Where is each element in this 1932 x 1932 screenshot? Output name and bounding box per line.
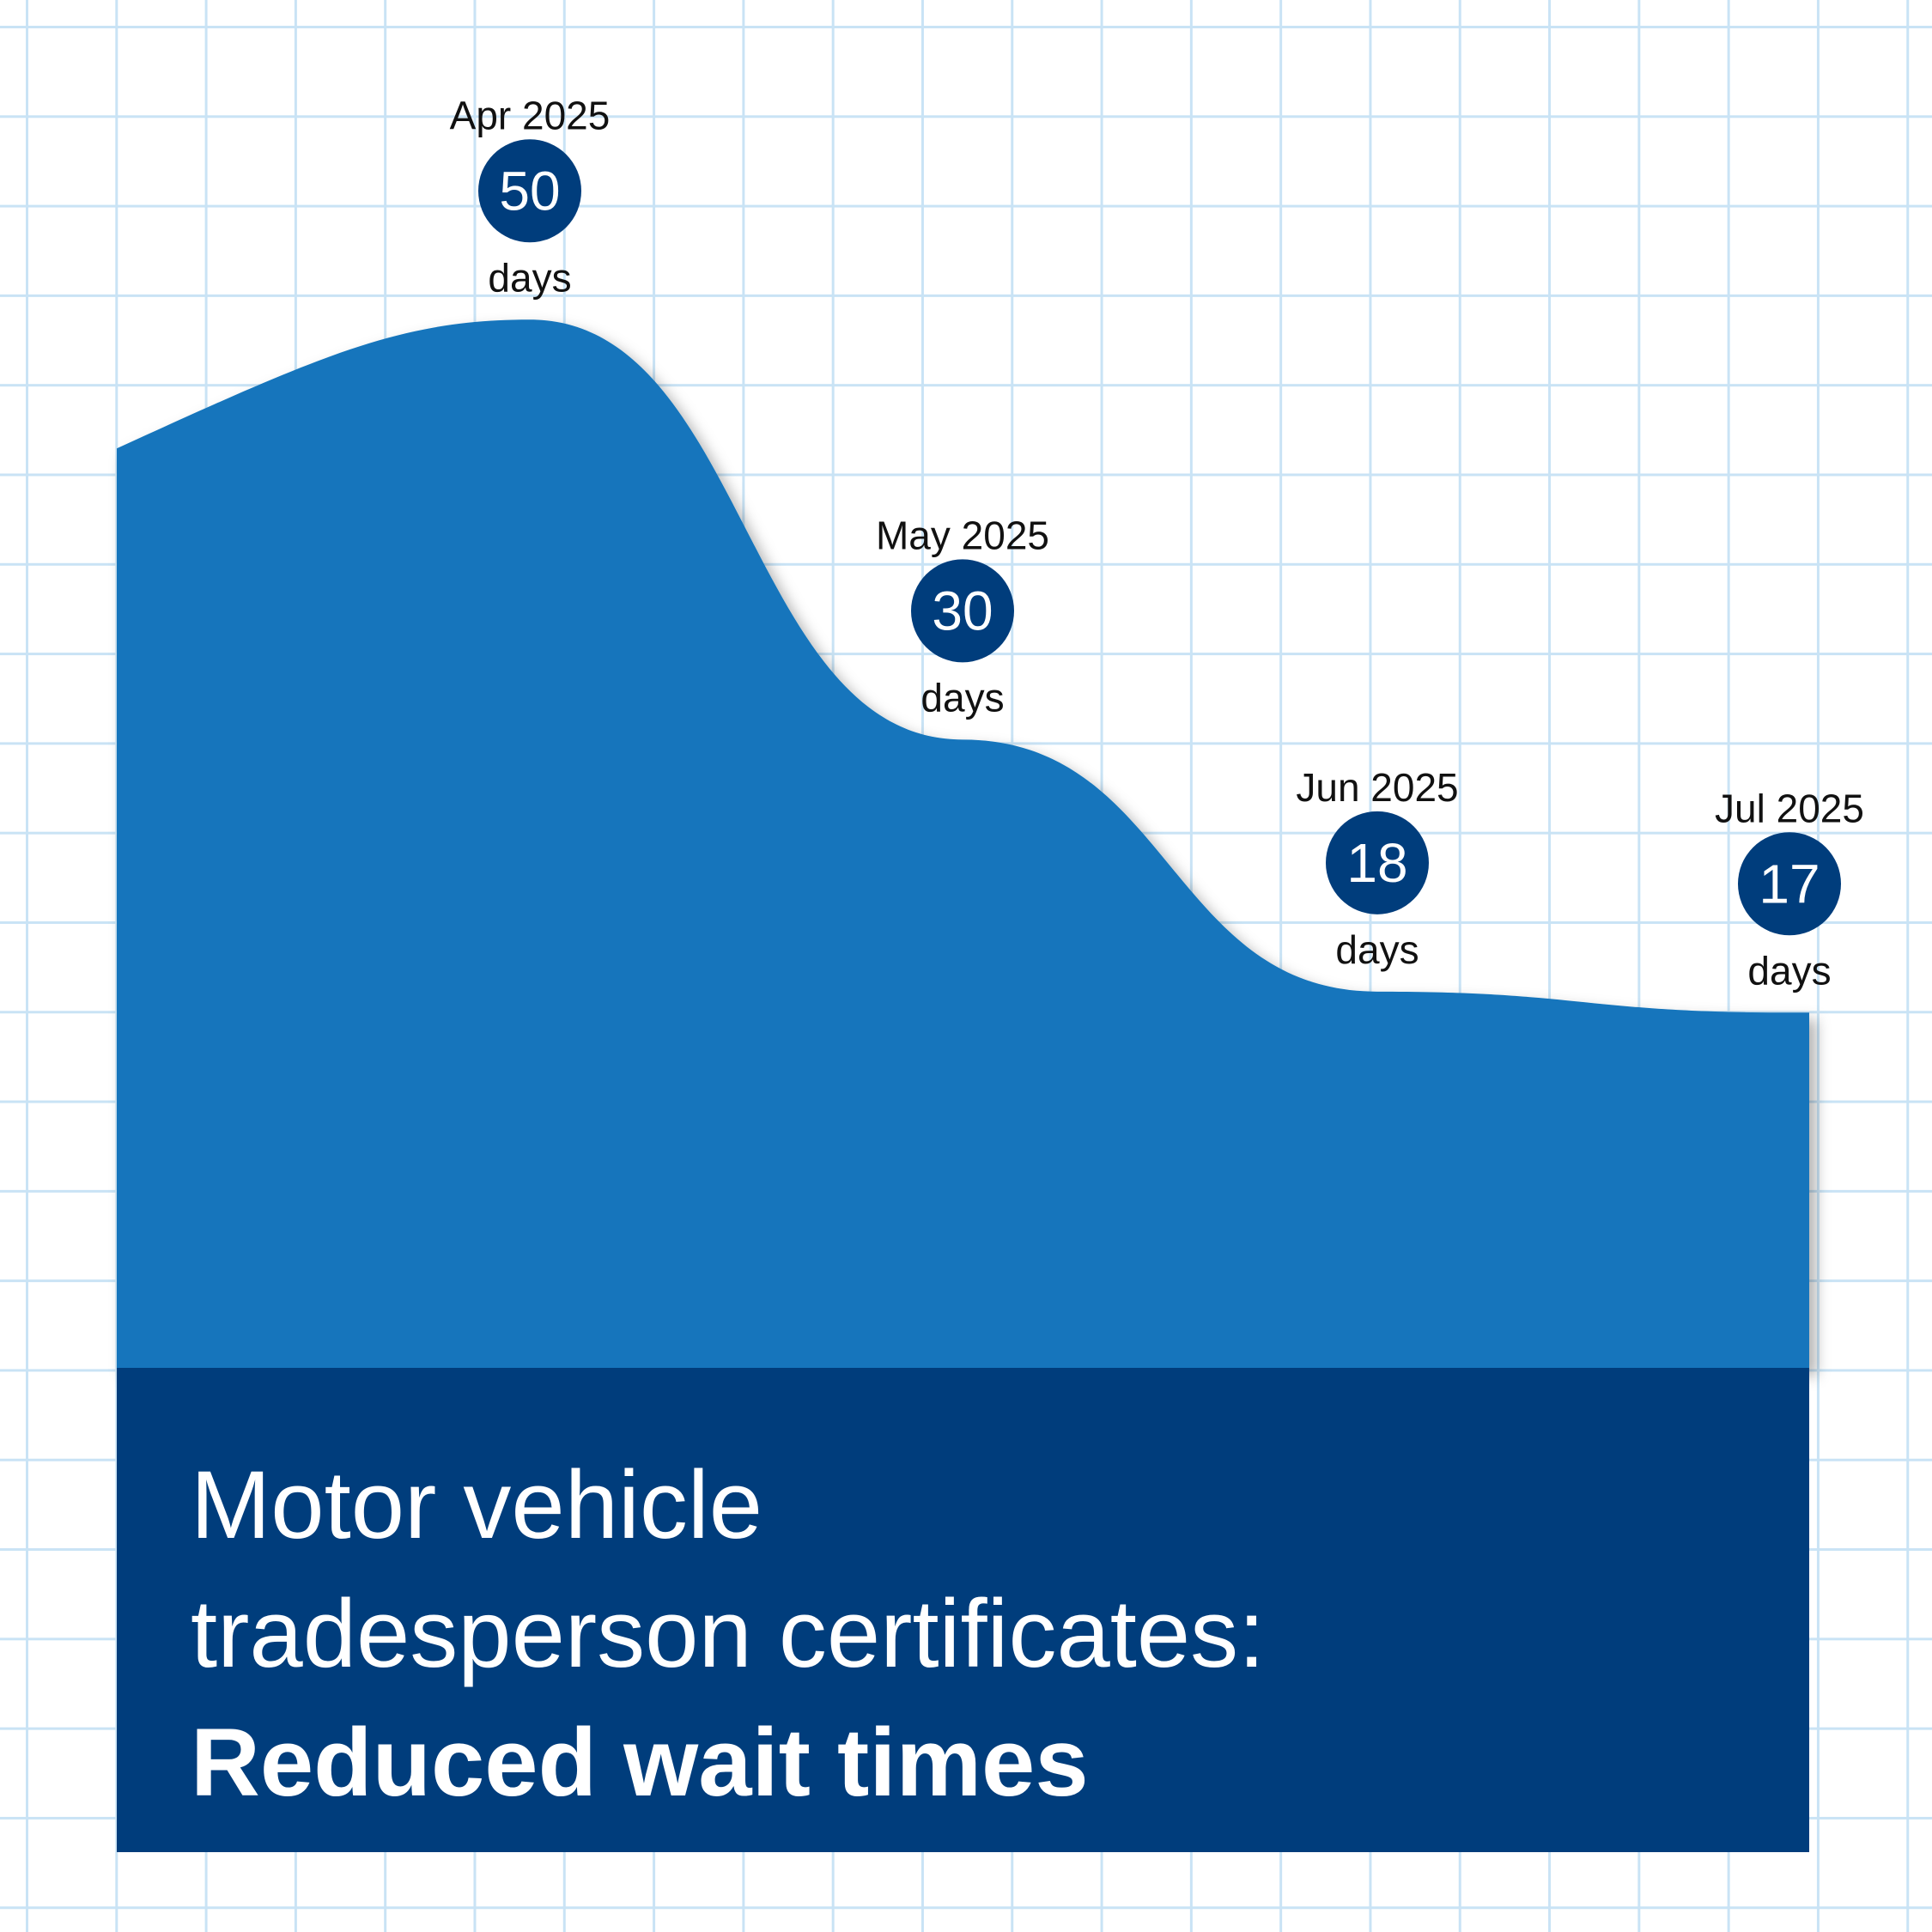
area <box>117 319 1809 1370</box>
unit-label: days <box>920 675 1004 720</box>
data-label: 18 <box>1346 832 1407 894</box>
title-box: Motor vehicle tradesperson certificates:… <box>117 1368 1809 1852</box>
data-label: 50 <box>499 160 560 222</box>
x-label: May 2025 <box>876 513 1049 557</box>
data-label: 30 <box>932 580 993 641</box>
value-badge <box>1738 832 1841 936</box>
unit-label: days <box>1335 927 1419 972</box>
chart-subtitle: Reduced wait times <box>191 1709 1089 1816</box>
data-label: 17 <box>1759 853 1820 914</box>
x-label: Jul 2025 <box>1715 786 1864 830</box>
value-badge <box>1326 811 1429 914</box>
unit-label: days <box>488 255 571 300</box>
unit-label: days <box>1747 948 1831 993</box>
value-badge <box>478 139 581 243</box>
x-label: Jun 2025 <box>1296 765 1458 810</box>
value-badge <box>911 559 1014 663</box>
x-label: Apr 2025 <box>450 93 611 137</box>
chart-title: Motor vehicle tradesperson certificates: <box>191 1451 1266 1687</box>
